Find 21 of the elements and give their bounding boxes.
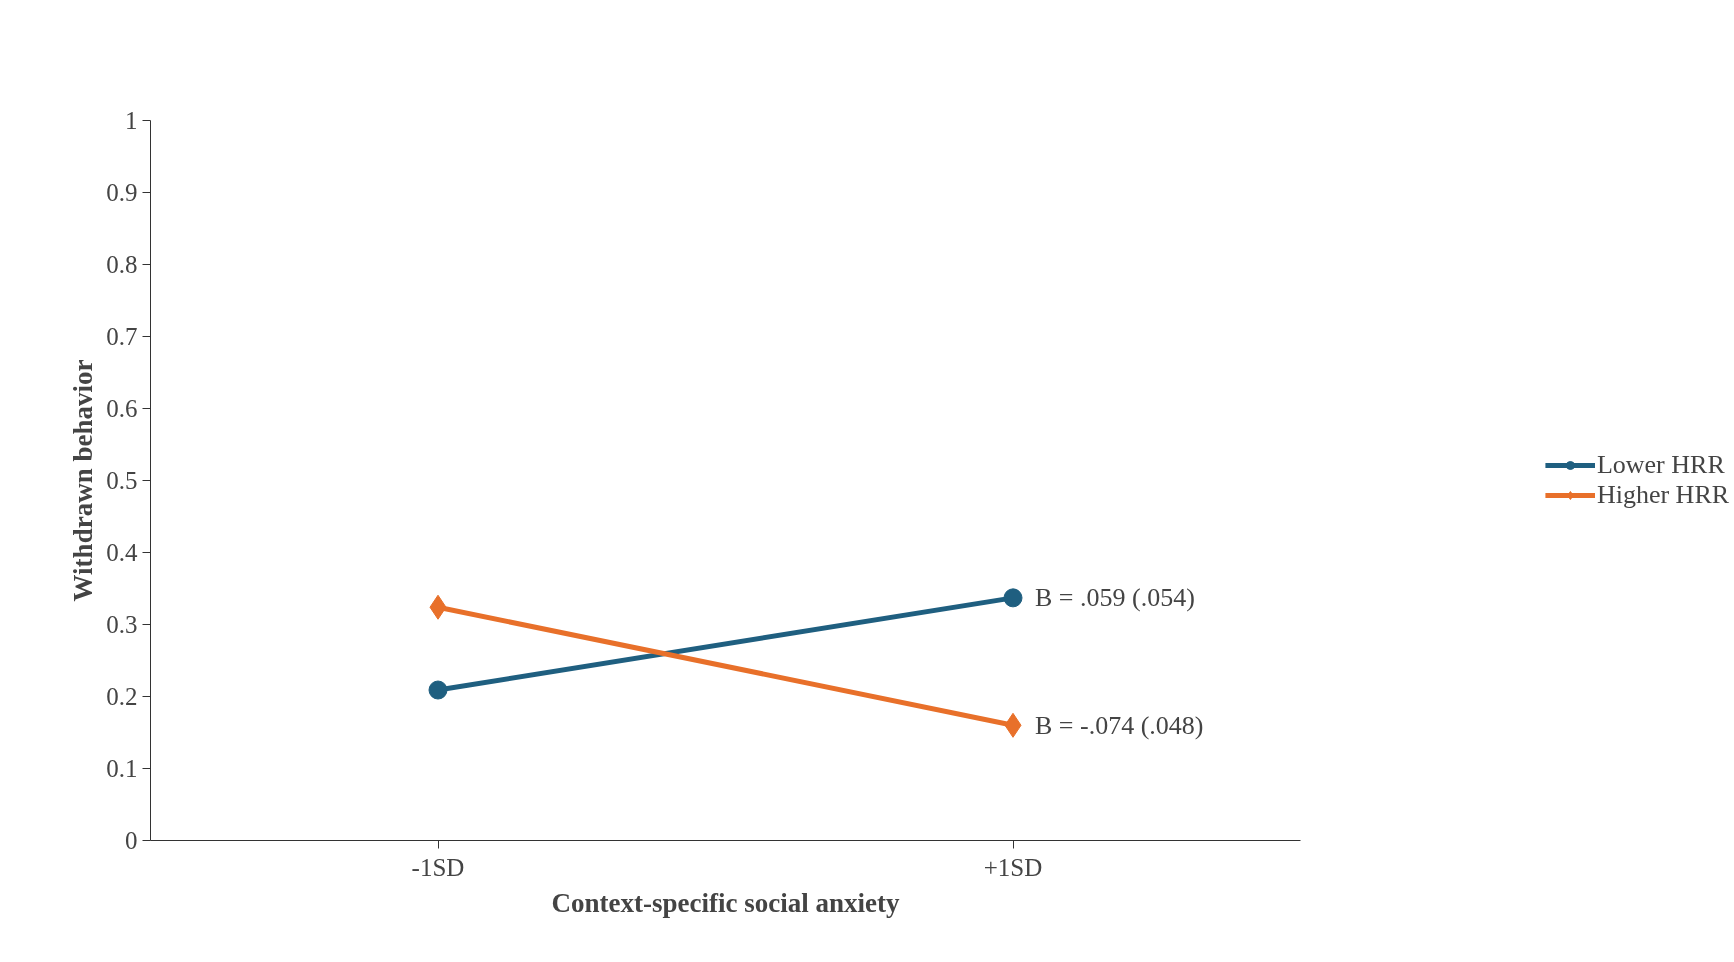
y-axis-title: Withdrawn behavior bbox=[68, 359, 99, 602]
y-tick-label: 0.5 bbox=[106, 467, 138, 494]
y-tick-label: 0.4 bbox=[106, 539, 138, 566]
y-tick-label: 0.2 bbox=[106, 683, 138, 710]
legend-label: Higher HRR bbox=[1596, 480, 1730, 510]
legend-label: Lower HRR bbox=[1596, 450, 1725, 480]
y-tick-label: 1 bbox=[125, 107, 138, 134]
x-tick-label: -1SD bbox=[411, 853, 465, 881]
y-tick-label: 0.8 bbox=[106, 251, 138, 278]
y-tick-label: 0.1 bbox=[106, 755, 138, 782]
x-axis-title: Context-specific social anxiety bbox=[551, 887, 900, 918]
y-tick-label: 0.6 bbox=[106, 395, 138, 422]
annotation: B = -.074 (.048) bbox=[1035, 710, 1204, 740]
x-tick-label: +1SD bbox=[983, 853, 1043, 881]
y-tick-label: 0.9 bbox=[106, 179, 138, 206]
point bbox=[428, 680, 448, 700]
annotation: B = .059 (.054) bbox=[1035, 583, 1195, 613]
y-tick-label: 0.7 bbox=[106, 323, 138, 350]
point bbox=[1003, 588, 1023, 608]
y-tick-label: 0.3 bbox=[106, 611, 138, 638]
y-tick-label: 0 bbox=[125, 827, 138, 854]
